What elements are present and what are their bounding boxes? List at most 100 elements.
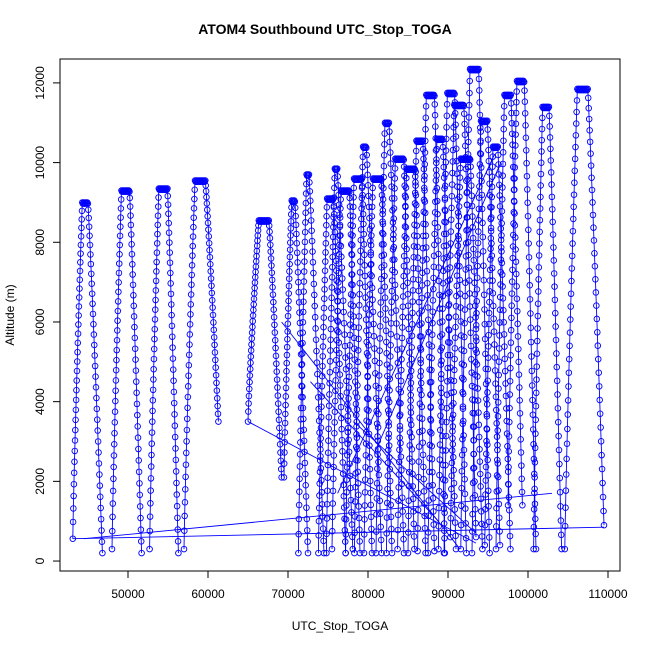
data-point <box>361 489 369 496</box>
data-point <box>451 519 459 526</box>
data-point <box>532 430 539 437</box>
data-point <box>483 425 490 432</box>
data-point <box>590 224 597 231</box>
data-point <box>460 347 468 355</box>
data-point <box>507 364 514 372</box>
data-point <box>323 204 331 211</box>
data-point <box>415 489 422 497</box>
data-point <box>458 502 465 510</box>
data-point <box>408 421 415 429</box>
data-point <box>447 499 455 507</box>
data-point <box>408 446 416 453</box>
data-point <box>571 155 579 163</box>
data-point <box>333 277 340 284</box>
data-point <box>446 326 453 334</box>
data-point <box>422 137 429 145</box>
data-point <box>311 291 318 299</box>
data-point <box>385 410 393 417</box>
data-point <box>92 373 99 380</box>
data-point <box>149 386 157 394</box>
data-point <box>528 382 536 389</box>
data-point <box>549 218 556 226</box>
data-point <box>455 235 462 243</box>
data-point <box>493 433 501 440</box>
data-point <box>323 515 331 522</box>
data-point <box>382 327 390 335</box>
data-point <box>280 474 288 481</box>
data-point <box>367 501 375 509</box>
data-point <box>132 356 139 363</box>
data-point <box>129 261 136 268</box>
data-point <box>508 120 516 127</box>
data-point <box>463 177 470 185</box>
data-point <box>287 218 295 225</box>
data-point <box>458 484 465 492</box>
data-point <box>390 225 397 233</box>
data-point <box>412 179 419 186</box>
data-point <box>420 220 427 228</box>
data-point <box>306 179 313 186</box>
data-point <box>485 331 492 339</box>
data-point <box>461 131 469 138</box>
data-point <box>430 285 437 293</box>
data-point <box>362 305 370 312</box>
data-point <box>361 502 369 509</box>
data-point <box>428 354 435 362</box>
data-point <box>77 250 84 257</box>
data-point <box>352 389 359 396</box>
data-point <box>550 270 558 277</box>
data-point <box>307 207 315 214</box>
data-point <box>414 254 422 261</box>
data-point <box>557 531 565 539</box>
data-point <box>318 393 325 400</box>
data-point <box>338 436 346 444</box>
data-point <box>171 422 179 429</box>
data-point <box>452 303 460 310</box>
data-point <box>320 323 327 331</box>
data-point <box>435 545 442 553</box>
data-point <box>463 214 471 221</box>
data-point <box>426 441 434 449</box>
data-point <box>471 302 479 309</box>
data-point <box>429 319 436 327</box>
data-point <box>294 259 301 266</box>
data-point <box>137 538 145 545</box>
data-point <box>546 112 553 120</box>
data-point <box>494 441 501 449</box>
data-point <box>166 239 173 246</box>
data-point <box>558 545 565 553</box>
data-point <box>98 527 105 534</box>
data-point <box>461 120 468 128</box>
data-point <box>383 514 391 521</box>
data-point <box>394 545 401 553</box>
data-point <box>72 416 79 424</box>
data-point <box>493 420 500 427</box>
data-point <box>514 333 522 340</box>
data-point <box>327 325 335 333</box>
data-point <box>189 233 197 240</box>
data-point <box>431 230 438 238</box>
data-point <box>187 291 195 298</box>
data-point <box>152 287 160 294</box>
data-point <box>447 514 454 522</box>
data-point <box>348 281 355 288</box>
data-point <box>358 194 366 202</box>
data-point <box>452 313 460 320</box>
data-point <box>379 229 386 237</box>
data-point <box>137 526 145 533</box>
data-point <box>442 159 450 166</box>
data-point <box>301 459 309 467</box>
data-point <box>503 405 510 412</box>
data-point <box>415 458 423 465</box>
data-point <box>327 315 335 322</box>
x-tick-label: 50000 <box>111 587 145 601</box>
data-point <box>363 406 371 413</box>
data-point <box>536 228 543 236</box>
data-point <box>512 131 519 138</box>
data-point <box>492 523 500 530</box>
data-point <box>183 438 190 445</box>
data-point <box>552 309 559 317</box>
data-point <box>191 186 198 194</box>
data-point <box>508 278 516 285</box>
data-point <box>344 440 351 447</box>
